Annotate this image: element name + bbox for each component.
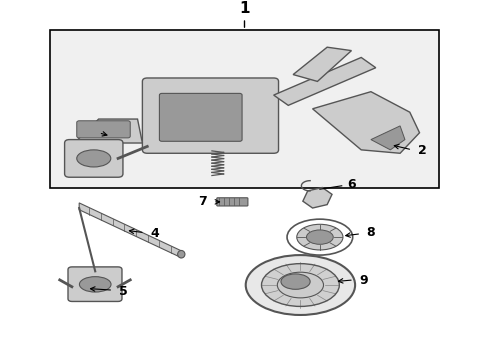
- FancyBboxPatch shape: [77, 121, 130, 138]
- Ellipse shape: [245, 255, 354, 315]
- FancyBboxPatch shape: [159, 93, 242, 141]
- Ellipse shape: [277, 272, 323, 298]
- Ellipse shape: [281, 274, 309, 289]
- Polygon shape: [292, 47, 351, 81]
- FancyBboxPatch shape: [64, 140, 122, 177]
- Text: 4: 4: [150, 227, 159, 240]
- Text: 8: 8: [366, 226, 374, 239]
- Ellipse shape: [261, 264, 339, 306]
- Polygon shape: [312, 92, 419, 153]
- Text: 6: 6: [347, 177, 355, 190]
- Ellipse shape: [296, 224, 342, 250]
- Polygon shape: [273, 58, 375, 105]
- Text: 2: 2: [417, 144, 426, 157]
- Polygon shape: [302, 188, 331, 208]
- Text: 1: 1: [239, 1, 249, 17]
- FancyBboxPatch shape: [216, 198, 247, 206]
- Text: 3: 3: [84, 125, 93, 138]
- Polygon shape: [370, 126, 404, 150]
- Text: 5: 5: [119, 285, 127, 298]
- Text: 7: 7: [198, 195, 206, 208]
- FancyBboxPatch shape: [68, 267, 122, 301]
- Polygon shape: [74, 119, 142, 143]
- Ellipse shape: [79, 276, 111, 292]
- Polygon shape: [79, 203, 181, 258]
- Text: 9: 9: [359, 274, 367, 287]
- Ellipse shape: [306, 230, 332, 244]
- FancyBboxPatch shape: [142, 78, 278, 153]
- Ellipse shape: [177, 251, 184, 258]
- Ellipse shape: [77, 150, 111, 167]
- Bar: [50, 30, 438, 188]
